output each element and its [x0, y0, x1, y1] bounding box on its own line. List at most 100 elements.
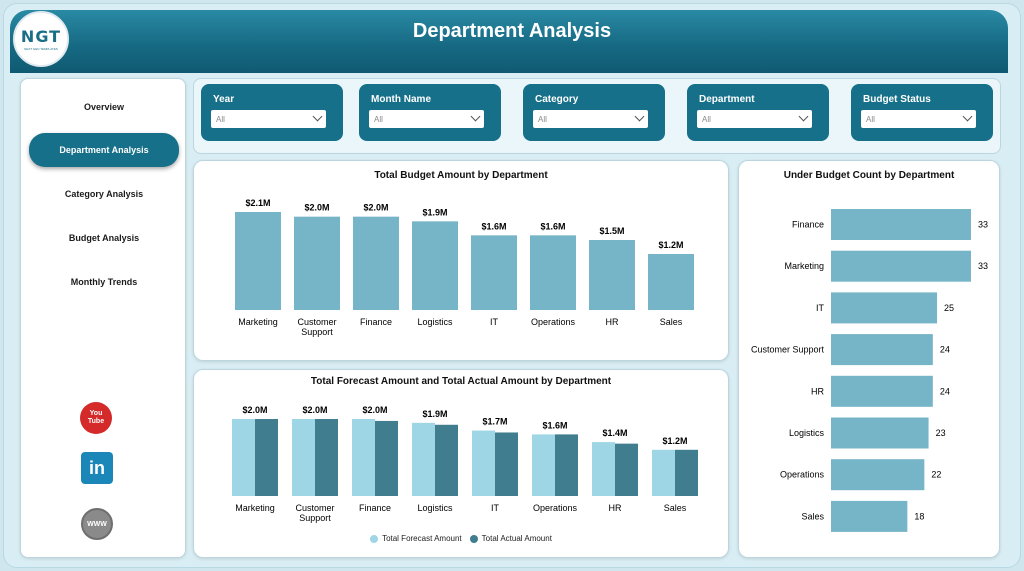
data-label: 25 — [944, 303, 954, 313]
data-label: $2.0M — [302, 405, 327, 415]
filter-year-select[interactable]: All — [211, 110, 326, 128]
bar-actual — [315, 419, 338, 496]
legend-label: Total Actual Amount — [481, 534, 552, 543]
filter-category-label: Category — [535, 94, 579, 105]
sidebar-item-category-analysis[interactable]: Category Analysis — [64, 189, 144, 199]
data-label: $1.9M — [422, 207, 447, 217]
tick-label: Logistics — [417, 317, 453, 327]
tick-label: Customer — [295, 503, 334, 513]
bar — [471, 235, 517, 310]
tick-label: Marketing — [784, 261, 824, 271]
tick-label: Sales — [664, 503, 687, 513]
filter-department-select[interactable]: All — [697, 110, 812, 128]
legend-dot — [469, 534, 478, 543]
sidebar-item-budget-analysis[interactable]: Budget Analysis — [68, 233, 140, 243]
linkedin-icon[interactable]: in — [81, 452, 113, 484]
tick-label: IT — [490, 317, 499, 327]
bar — [235, 212, 281, 310]
logo-subtitle: NEXT GEN TEMPLATES — [24, 47, 58, 51]
bar — [831, 209, 971, 240]
filter-department-label: Department — [699, 94, 755, 105]
sidebar-item-monthly-trends[interactable]: Monthly Trends — [70, 277, 138, 287]
tick-label: Logistics — [789, 428, 825, 438]
bar-actual — [435, 424, 458, 496]
tick-label: IT — [491, 503, 500, 513]
bar — [831, 459, 925, 491]
data-label: $1.6M — [481, 221, 506, 231]
tick-label: Sales — [660, 317, 683, 327]
data-label: $1.2M — [662, 436, 687, 446]
tick-label: Sales — [801, 511, 824, 521]
bar-forecast — [592, 442, 615, 496]
bar — [831, 417, 929, 449]
sidebar: Overview Department Analysis Category An… — [20, 78, 186, 558]
youtube-icon[interactable]: You Tube — [80, 402, 112, 434]
tick-label: HR — [811, 386, 824, 396]
bar-forecast — [352, 419, 375, 496]
data-label: $1.7M — [482, 417, 507, 427]
bar-actual — [375, 420, 398, 496]
bar-actual — [675, 449, 698, 496]
bar-forecast — [232, 419, 255, 496]
website-icon-text: WWW — [87, 520, 107, 528]
tick-label: Finance — [360, 317, 392, 327]
chart-legend: Total Forecast Amount Total Actual Amoun… — [194, 534, 728, 543]
under-budget-bar-chart: Finance 33 Marketing 33 IT 25 Customer Support… — [751, 209, 988, 532]
data-label: $2.1M — [245, 198, 270, 208]
logo: NGT NEXT GEN TEMPLATES — [13, 11, 69, 67]
data-label: $2.0M — [363, 203, 388, 213]
tick-label: Logistics — [417, 503, 453, 513]
filter-category-select[interactable]: All — [533, 110, 648, 128]
bar-forecast — [292, 419, 315, 496]
bar-actual — [555, 434, 578, 496]
sidebar-item-department-analysis[interactable]: Department Analysis — [29, 133, 179, 167]
sidebar-item-overview[interactable]: Overview — [83, 102, 125, 112]
filter-month-name: Month Name All — [359, 84, 501, 141]
bar-forecast — [532, 434, 555, 496]
filter-year-value: All — [216, 114, 225, 124]
filter-budget-status-select[interactable]: All — [861, 110, 976, 128]
legend-label: Total Forecast Amount — [382, 534, 462, 543]
tick-label: Support — [299, 513, 331, 523]
youtube-icon-line1: You — [89, 410, 103, 417]
tick-label: Operations — [531, 317, 576, 327]
chevron-down-icon — [962, 111, 973, 122]
data-label: $1.4M — [602, 428, 627, 438]
bar-forecast — [412, 422, 435, 496]
bar-actual — [495, 432, 518, 496]
data-label: $1.5M — [599, 226, 624, 236]
website-icon[interactable]: WWW — [81, 508, 113, 540]
tick-label: IT — [816, 303, 825, 313]
header-bar — [10, 10, 1008, 73]
bar-actual — [615, 443, 638, 496]
bar-forecast — [652, 449, 675, 496]
tick-label: Operations — [533, 503, 578, 513]
filter-department: Department All — [687, 84, 829, 141]
data-label: 24 — [940, 345, 950, 355]
bar — [353, 216, 399, 310]
tick-label: Customer Support — [751, 345, 825, 355]
tick-label: Finance — [359, 503, 391, 513]
chevron-down-icon — [634, 111, 645, 122]
bar — [530, 235, 576, 310]
tick-label: Marketing — [238, 317, 278, 327]
data-label: 18 — [914, 511, 924, 521]
tick-label: Marketing — [235, 503, 275, 513]
filter-category: Category All — [523, 84, 665, 141]
tick-label: Finance — [792, 220, 824, 230]
bar-actual — [255, 419, 278, 496]
tick-label: Customer — [297, 317, 336, 327]
filter-department-value: All — [702, 114, 711, 124]
data-label: 24 — [940, 386, 950, 396]
filter-month-name-select[interactable]: All — [369, 110, 484, 128]
legend-item-forecast: Total Forecast Amount — [370, 534, 462, 543]
data-label: $1.6M — [540, 221, 565, 231]
bar — [831, 292, 938, 324]
data-label: $1.2M — [658, 240, 683, 250]
page-title: Department Analysis — [412, 20, 612, 42]
tick-label: Operations — [780, 470, 825, 480]
filter-category-value: All — [538, 114, 547, 124]
data-label: 23 — [936, 428, 946, 438]
data-label: $2.0M — [242, 405, 267, 415]
